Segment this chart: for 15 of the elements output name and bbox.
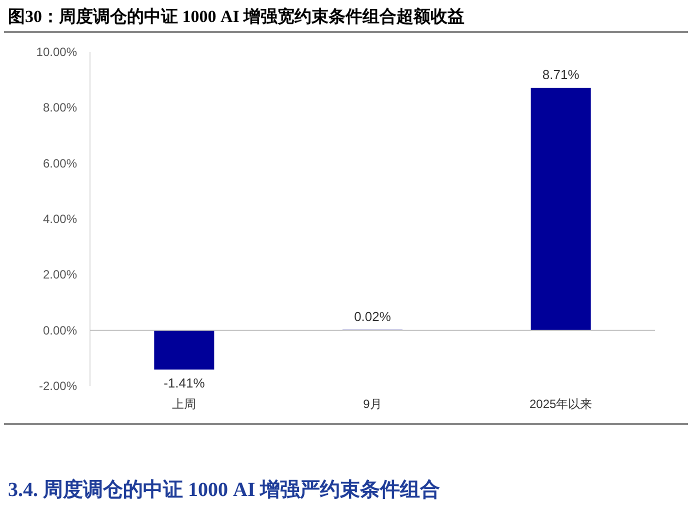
y-tick-label: 0.00% <box>42 323 78 338</box>
x-tick-label: 2025年以来 <box>529 397 592 411</box>
data-label: 8.71% <box>542 66 580 82</box>
y-tick-label: 10.00% <box>36 45 78 59</box>
y-tick-label: 2.00% <box>42 268 78 282</box>
y-tick-label: 8.00% <box>42 100 78 115</box>
data-label: 0.02% <box>354 308 392 324</box>
y-tick-label: 6.00% <box>42 156 78 170</box>
y-tick-label: 4.00% <box>42 212 78 226</box>
text: 3.4. 周度调仓的中证 1000 AI 增强严约束条件组合 <box>8 478 440 501</box>
y-tick-label: -2.00% <box>38 379 78 393</box>
data-label: -1.41% <box>164 376 206 391</box>
x-tick-label: 9月 <box>363 397 382 411</box>
x-tick-label: 上周 <box>172 397 196 411</box>
chart-title: 图30：周度调仓的中证 1000 AI 增强宽约束条件组合超额收益 <box>8 7 465 26</box>
